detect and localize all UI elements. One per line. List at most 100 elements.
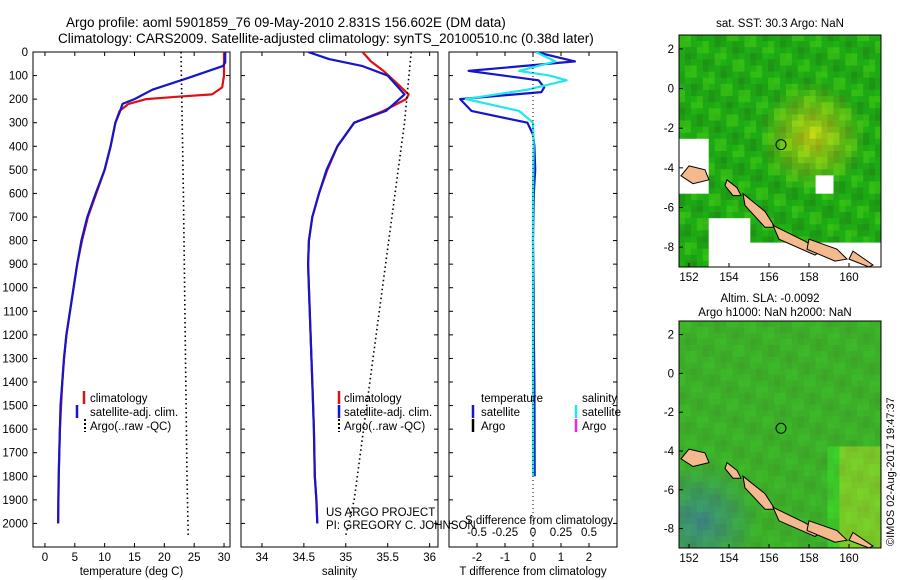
map-cell [738,96,745,103]
map-cell [815,446,823,453]
map-cell [738,476,745,483]
map-cell [845,71,852,79]
map-cell [738,187,745,195]
map-cell [702,374,710,382]
map-cell [738,500,745,507]
map-cell [875,410,881,418]
map-cell [762,132,769,140]
map-cell [708,151,716,158]
map-cell [869,114,876,122]
map-cell [785,126,793,134]
map-cell [714,416,722,424]
map-cell [785,488,793,495]
map-cell [726,163,733,170]
map-cell [833,187,840,195]
map-cell [797,65,805,73]
map-cell [839,77,846,85]
map-cell [762,530,769,537]
map-cell [869,428,876,436]
map-cell [762,386,769,394]
map-cell [797,187,805,195]
map-cell [756,138,763,146]
map-cell [732,452,739,459]
map-cell [780,53,787,60]
map-cell [821,536,829,543]
map-cell [809,464,817,471]
map-cell [869,542,876,548]
map-cell [833,224,840,231]
map-cell [708,470,716,477]
map-cell [827,89,834,97]
map-cell [708,199,716,207]
map-cell [774,434,781,442]
map-cell [785,530,793,537]
map-cell [768,398,775,406]
map-cell [750,434,757,442]
map-cell [762,524,769,531]
map-cell [732,35,739,42]
map-cell [774,422,781,430]
map-cell [756,386,763,394]
map-cell [756,144,763,152]
map-cell [738,242,745,250]
map-cell [839,350,846,358]
y-tick-label: 1800 [2,471,28,483]
map-cell [720,120,728,128]
map-cell [732,108,739,115]
map-cell [815,398,823,406]
map-cell [750,410,757,418]
map-cell [833,332,840,340]
map-cell [845,518,852,525]
map-cell [875,356,881,364]
map-cell [726,362,733,370]
map-cell [750,506,757,513]
map-cell [696,181,704,189]
map-cell [815,440,823,448]
map-cell [756,89,763,97]
legend-label-s-argo: Argo [582,421,606,433]
map-cell [684,41,692,48]
map-cell [774,494,781,501]
s-tick-label: -0.5 [467,527,487,539]
x-tick-label: -2 [472,552,482,564]
map-cell [803,374,811,382]
map-cell [869,380,876,388]
map-cell [726,380,733,388]
map-cell [720,404,728,412]
map-cell [690,392,698,400]
map-cell [738,452,745,459]
map-cell [815,464,823,471]
map-cell [851,356,858,364]
map-cell [809,410,817,418]
map-cell [774,321,781,328]
map-cell [785,434,793,442]
map-cell [738,126,745,134]
map-cell [845,374,852,382]
map-cell [720,542,728,548]
map-cell [702,187,710,195]
map-cell [863,71,870,79]
map-cell [720,368,728,376]
map-cell [696,120,704,128]
map-cell [857,452,864,459]
map-cell [726,205,733,213]
map-cell [845,440,852,448]
map-cell [702,482,710,489]
map-cell [762,536,769,543]
map-cell [756,47,763,54]
map-cell [750,536,757,543]
map-cell [785,35,793,42]
map-cell [696,41,704,48]
map-cell [791,212,799,219]
map-cell [815,77,823,85]
legend-label-argo: Argo(..raw -QC) [90,421,171,433]
map-cell [714,77,722,85]
map-cell [726,476,733,483]
map-cell [809,368,817,376]
map-cell [690,77,698,85]
map-cell [791,108,799,115]
y-tick-label: 1500 [2,401,28,413]
map-cell [851,482,858,489]
map-cell [690,536,698,543]
map-cell [726,398,733,406]
